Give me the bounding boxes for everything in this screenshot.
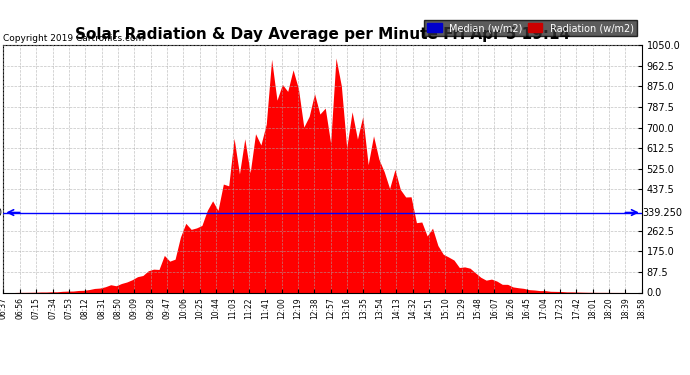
Text: 339.250: 339.250 [0, 207, 3, 218]
Text: 339.250: 339.250 [642, 207, 682, 218]
Legend: Median (w/m2), Radiation (w/m2): Median (w/m2), Radiation (w/m2) [424, 20, 637, 36]
Title: Solar Radiation & Day Average per Minute Fri Apr 5 19:14: Solar Radiation & Day Average per Minute… [75, 27, 570, 42]
Text: Copyright 2019 Cartronics.com: Copyright 2019 Cartronics.com [3, 33, 145, 42]
